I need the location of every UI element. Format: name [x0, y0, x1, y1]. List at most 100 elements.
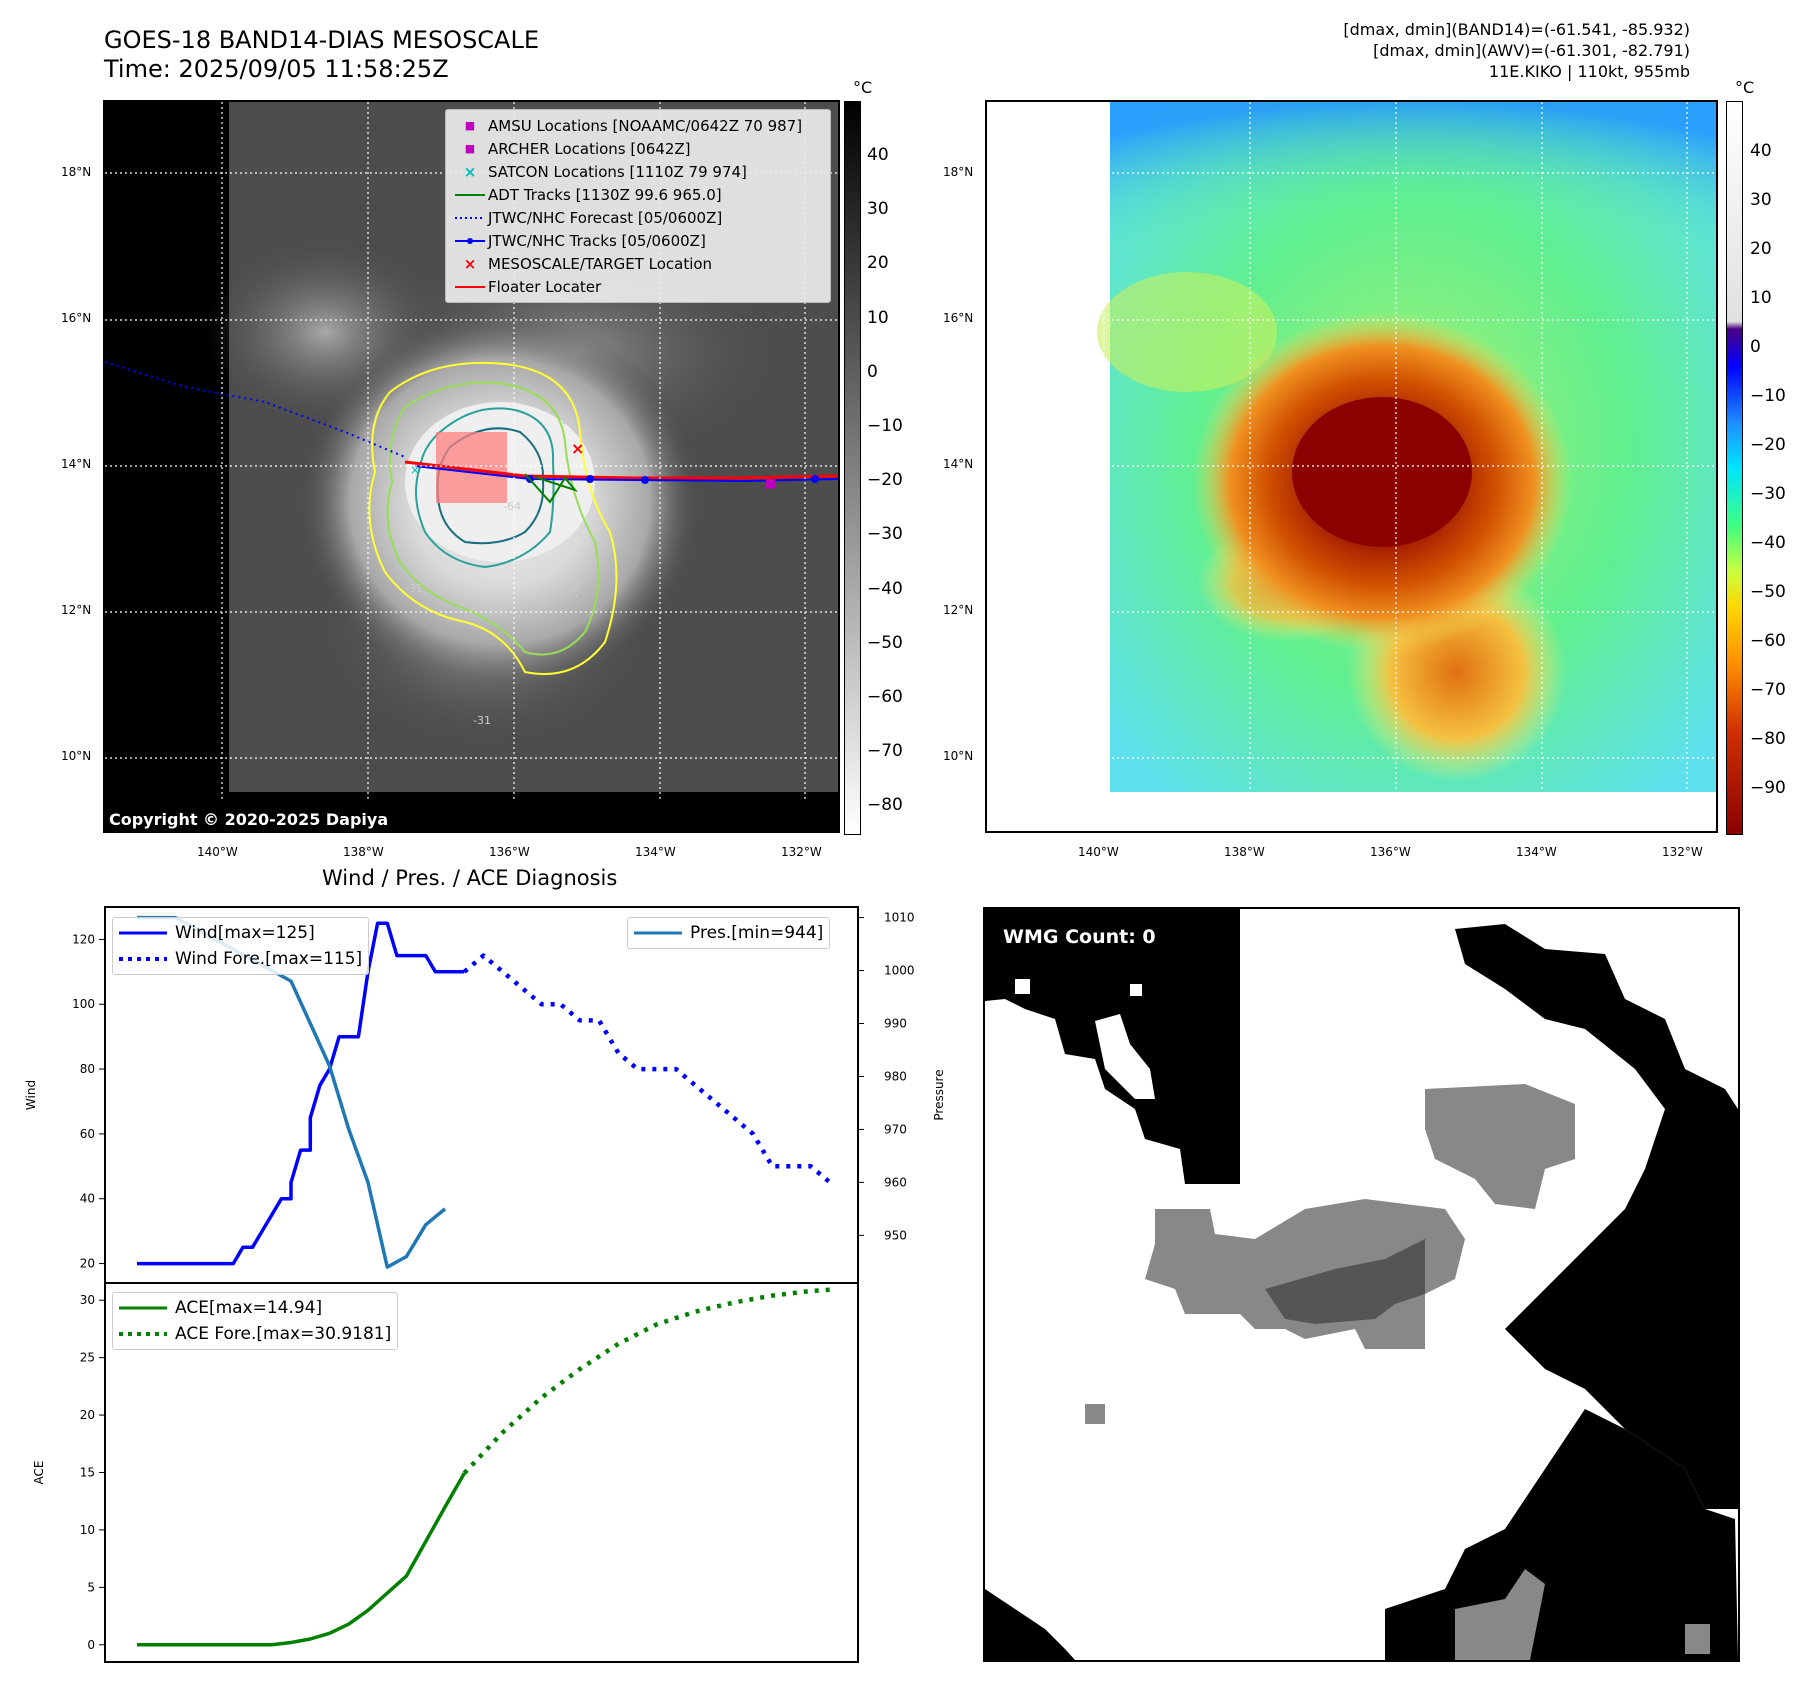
lat-label: 18°N	[943, 165, 974, 179]
colorbar-tick-label: 10	[1750, 288, 1772, 308]
ace-series-line	[137, 1472, 466, 1647]
wmg-panel: WMG Count: 0	[983, 907, 1740, 1662]
colorbar-tick-label: −20	[867, 470, 903, 491]
colorbar-tick-label: 20	[867, 253, 889, 274]
copyright-label: Copyright © 2020-2025 Dapiya	[109, 810, 389, 829]
wind-tick-label: 40	[80, 1192, 95, 1206]
legend-item: ■ AMSU Locations [NOAAMC/0642Z 70 987]	[452, 114, 824, 137]
wind-series-line	[137, 921, 465, 1266]
legend-item: × SATCON Locations [1110Z 79 974]	[452, 160, 824, 183]
ace-tick-label: 5	[87, 1580, 95, 1594]
lon-label: 138°W	[1224, 845, 1265, 859]
colorbar-unit: °C	[853, 78, 873, 97]
legend-item: JTWC/NHC Tracks [05/0600Z]	[452, 229, 824, 252]
chart-frame	[104, 906, 859, 1663]
legend-item: Wind[max=125]	[119, 920, 362, 946]
diagnosis-title: Wind / Pres. / ACE Diagnosis	[322, 866, 618, 890]
wind-legend: Wind[max=125] Wind Fore.[max=115]	[112, 917, 370, 975]
wind-tick-label: 20	[80, 1257, 95, 1271]
lat-label: 10°N	[943, 749, 974, 763]
ace-tick-label: 0	[87, 1638, 95, 1652]
wmg-count-label: WMG Count: 0	[1003, 926, 1156, 948]
ace-forecast-line	[462, 1287, 831, 1475]
colorbar-tick-label: 30	[1750, 190, 1772, 210]
pressure-legend: Pres.[min=944]	[627, 917, 831, 949]
ace-tick-label: 10	[80, 1523, 95, 1537]
lat-label: 14°N	[61, 457, 92, 471]
pressure-axis-label: Pressure	[932, 1069, 946, 1120]
lon-label: 136°W	[1370, 845, 1411, 859]
lon-label: 134°W	[1516, 845, 1557, 859]
ace-tick-label: 30	[80, 1293, 95, 1307]
colorbar-tick-label: 0	[867, 361, 878, 382]
timestamp-title: Time: 2025/09/05 11:58:25Z	[104, 55, 449, 83]
lat-label: 18°N	[61, 165, 92, 179]
pressure-tick-label: 990	[884, 1017, 907, 1031]
colorbar-tick-label: 10	[867, 307, 889, 328]
pressure-tick-label: 1010	[884, 911, 915, 925]
legend-item: × MESOSCALE/TARGET Location	[452, 252, 824, 275]
legend-item: JTWC/NHC Forecast [05/0600Z]	[452, 206, 824, 229]
colorbar-tick-label: 30	[867, 199, 889, 220]
colorbar-tick-label: −20	[1750, 435, 1786, 455]
gray-colorbar	[844, 101, 861, 835]
colorbar-tick-label: −40	[867, 578, 903, 599]
lat-label: 12°N	[61, 603, 92, 617]
color-colorbar	[1726, 101, 1743, 835]
awv-range: [dmax, dmin](AWV)=(-61.301, -82.791)	[1373, 41, 1690, 60]
lat-label: 12°N	[943, 603, 974, 617]
colorbar-tick-label: −10	[867, 416, 903, 436]
line-icon	[119, 931, 167, 935]
lon-label: 140°W	[197, 845, 238, 859]
wind-forecast-line	[462, 953, 832, 1185]
colorbar-tick-label: −30	[1750, 484, 1786, 504]
ace-axis-label: ACE	[32, 1461, 46, 1485]
ir-map-legend: ■ AMSU Locations [NOAAMC/0642Z 70 987] ■ A…	[445, 109, 831, 303]
colorbar-tick-label: −60	[867, 687, 903, 707]
square-icon: ■	[464, 142, 476, 155]
ace-tick-label: 25	[80, 1351, 95, 1365]
legend-item: ADT Tracks [1130Z 99.6 965.0]	[452, 183, 824, 206]
dotted-line-icon	[119, 957, 167, 961]
ace-legend: ACE[max=14.94] ACE Fore.[max=30.9181]	[112, 1292, 399, 1350]
lon-label: 134°W	[635, 845, 676, 859]
colorbar-tick-label: −10	[1750, 386, 1786, 406]
wmg-image	[985, 909, 1738, 1660]
line-dot-icon	[452, 237, 488, 245]
colorbar-tick-label: −30	[867, 524, 903, 545]
colorbar-tick-label: −80	[1750, 729, 1786, 749]
wind-tick-label: 80	[80, 1062, 95, 1076]
main-title: GOES-18 BAND14-DIAS MESOSCALE	[104, 26, 540, 54]
colorbar-unit: °C	[1735, 78, 1755, 97]
contour-label: -64	[503, 500, 521, 513]
colorbar-tick-label: −40	[1750, 533, 1786, 553]
colorbar-tick-label: 40	[867, 145, 889, 165]
lat-label: 16°N	[61, 311, 92, 325]
wind-tick-label: 120	[72, 932, 95, 946]
wind-tick-label: 60	[80, 1127, 95, 1141]
band14-range: [dmax, dmin](BAND14)=(-61.541, -85.932)	[1343, 20, 1690, 39]
line-icon	[634, 931, 682, 935]
legend-item: Floater Locater	[452, 275, 824, 298]
legend-item: ACE Fore.[max=30.9181]	[119, 1321, 391, 1347]
legend-item: Wind Fore.[max=115]	[119, 946, 362, 972]
ace-tick-label: 20	[80, 1408, 95, 1422]
lat-label: 14°N	[943, 457, 974, 471]
lon-label: 132°W	[1662, 845, 1703, 859]
ir-map-panel: × ■ × -64 -54 -54 -31 -31 Copyright © 20…	[103, 100, 840, 833]
legend-item: Pres.[min=944]	[634, 920, 823, 946]
contour-label: -31	[473, 714, 491, 727]
contour-label: -54	[569, 579, 583, 598]
legend-item: ■ ARCHER Locations [0642Z]	[452, 137, 824, 160]
svg-text:×: ×	[571, 439, 584, 458]
pressure-tick-label: 950	[884, 1228, 907, 1242]
colorbar-tick-label: −60	[1750, 631, 1786, 651]
colorbar-tick-label: −70	[1750, 680, 1786, 700]
colorbar-tick-label: −90	[1750, 778, 1786, 798]
svg-text:■: ■	[765, 476, 776, 490]
wind-axis-label: Wind	[24, 1080, 38, 1110]
wind-tick-label: 100	[72, 997, 95, 1011]
legend-item: ACE[max=14.94]	[119, 1295, 391, 1321]
pressure-tick-label: 1000	[884, 964, 915, 978]
awv-map-panel	[985, 100, 1718, 833]
